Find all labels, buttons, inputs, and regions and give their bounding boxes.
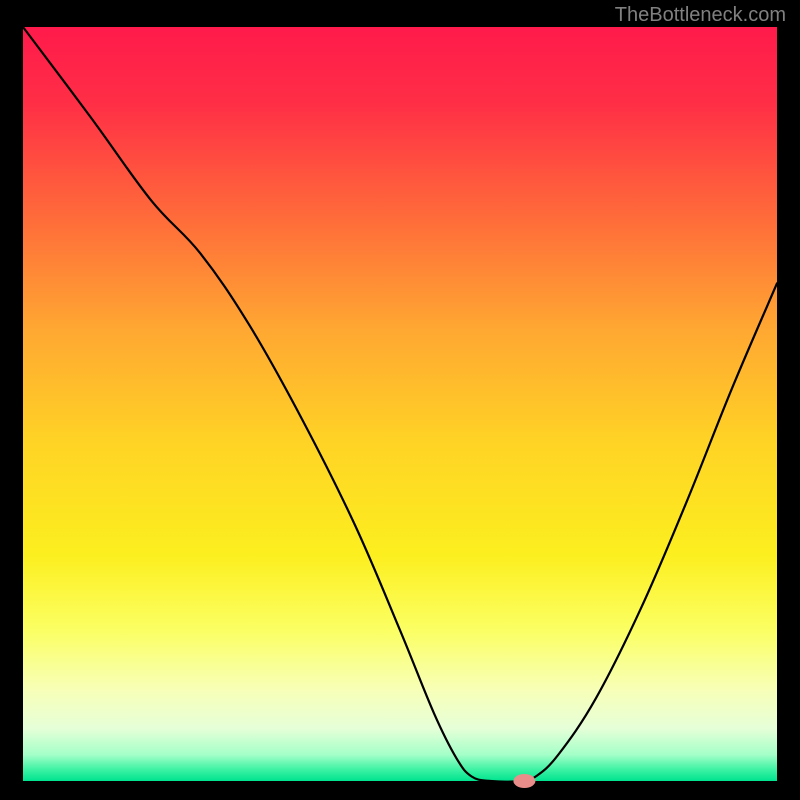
chart-plot-area — [23, 27, 777, 781]
watermark-text: TheBottleneck.com — [615, 4, 786, 27]
bottleneck-chart — [0, 0, 800, 800]
optimal-marker — [513, 774, 535, 788]
